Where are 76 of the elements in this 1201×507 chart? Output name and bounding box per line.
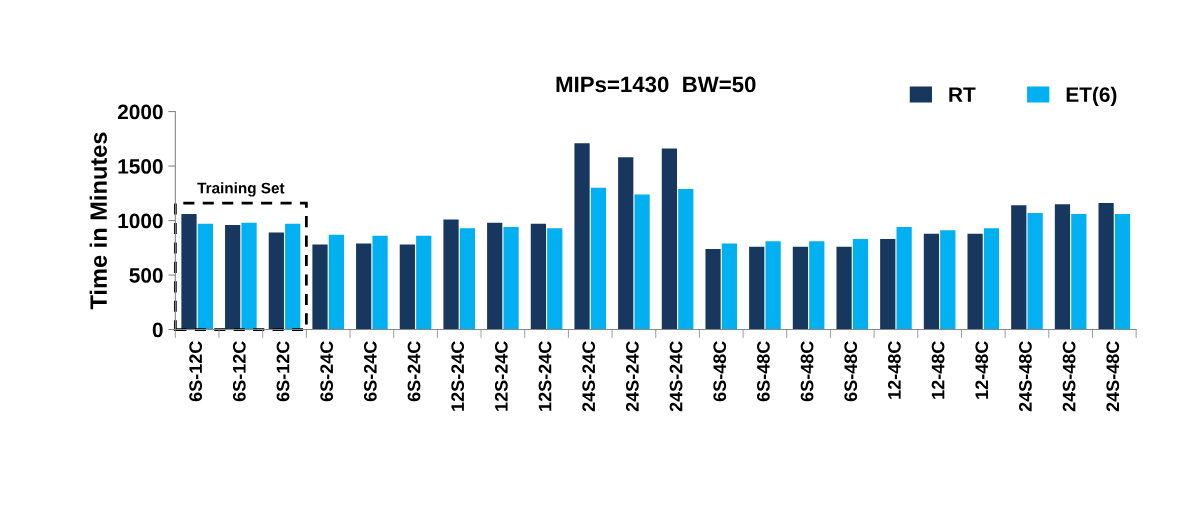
bar bbox=[983, 228, 1000, 330]
y-tick-label: 1000 bbox=[118, 213, 163, 229]
bar bbox=[809, 241, 825, 330]
bar bbox=[503, 227, 519, 330]
bar bbox=[705, 248, 721, 330]
bar bbox=[880, 239, 896, 330]
x-tick-label: 6S-12C bbox=[232, 341, 246, 402]
bar bbox=[1027, 212, 1043, 330]
y-axis-title: Time in Minutes bbox=[89, 132, 107, 310]
bar bbox=[1071, 214, 1087, 330]
chart-title: MIPs=1430 BW=50 bbox=[556, 76, 756, 93]
bar bbox=[356, 243, 372, 330]
bar bbox=[241, 222, 257, 330]
bar bbox=[661, 148, 678, 330]
bar bbox=[1054, 204, 1071, 330]
bar bbox=[940, 230, 956, 330]
x-tick-label: 24S-24C bbox=[582, 341, 596, 412]
x-tick-label: 6S-24C bbox=[363, 341, 377, 402]
bar bbox=[923, 233, 940, 330]
x-tick-label: 12S-24C bbox=[451, 341, 465, 411]
bar bbox=[399, 244, 415, 330]
y-tick-label: 1500 bbox=[118, 159, 163, 174]
bar bbox=[896, 227, 912, 330]
bar bbox=[634, 194, 650, 330]
x-tick-label: 6S-48C bbox=[800, 341, 814, 402]
bar bbox=[1114, 214, 1131, 330]
bar bbox=[459, 228, 476, 330]
bar bbox=[487, 222, 503, 330]
bar bbox=[225, 224, 241, 330]
x-tick-label: 24S-24C bbox=[625, 341, 639, 412]
x-tick-label: 6S-24C bbox=[320, 341, 334, 402]
legend-label: RT bbox=[949, 87, 976, 102]
x-tick-label: 24S-48C bbox=[1019, 341, 1032, 412]
x-tick-label: 12S-24C bbox=[494, 341, 508, 411]
x-tick-label: 24S-48C bbox=[1062, 341, 1076, 412]
y-tick-label: 0 bbox=[152, 322, 163, 338]
bar bbox=[1011, 205, 1027, 330]
x-tick-label: 12-48C bbox=[975, 341, 989, 399]
bar bbox=[181, 214, 197, 330]
x-tick-label: 6S-12C bbox=[189, 341, 203, 402]
x-tick-label: 6S-48C bbox=[756, 341, 770, 402]
bar bbox=[836, 246, 852, 330]
y-tick-label: 2000 bbox=[117, 104, 163, 120]
bar bbox=[312, 244, 328, 330]
bar bbox=[749, 246, 765, 330]
legend-label: ET(6) bbox=[1066, 86, 1117, 107]
x-tick-label: 6S-48C bbox=[713, 341, 727, 402]
bar bbox=[530, 223, 546, 330]
bar bbox=[678, 188, 694, 330]
annotation: Training Set bbox=[197, 182, 285, 197]
bar bbox=[765, 241, 781, 330]
bar bbox=[547, 228, 563, 330]
bar bbox=[618, 157, 634, 330]
bar bbox=[574, 143, 590, 330]
bar bbox=[372, 235, 388, 330]
bar bbox=[443, 219, 459, 330]
bar bbox=[328, 234, 344, 330]
bar bbox=[590, 187, 607, 330]
bar bbox=[197, 223, 213, 330]
x-tick-label: 6S-48C bbox=[844, 341, 858, 402]
x-tick-label: 12-48C bbox=[931, 341, 945, 399]
x-tick-label: 6S-24C bbox=[407, 341, 421, 402]
bar bbox=[852, 239, 869, 330]
bar bbox=[416, 235, 432, 330]
bar bbox=[721, 243, 738, 330]
x-tick-label: 12-48C bbox=[888, 341, 901, 399]
x-tick-label: 24S-48C bbox=[1106, 341, 1120, 412]
x-tick-label: 12S-24C bbox=[538, 341, 552, 411]
bar bbox=[268, 232, 284, 330]
bar bbox=[285, 223, 301, 330]
x-tick-label: 6S-12C bbox=[276, 341, 290, 402]
bar bbox=[967, 233, 983, 330]
bar bbox=[1098, 203, 1114, 330]
x-tick-label: 24S-24C bbox=[669, 341, 683, 412]
y-tick-label: 500 bbox=[129, 268, 163, 283]
bar bbox=[792, 246, 809, 330]
